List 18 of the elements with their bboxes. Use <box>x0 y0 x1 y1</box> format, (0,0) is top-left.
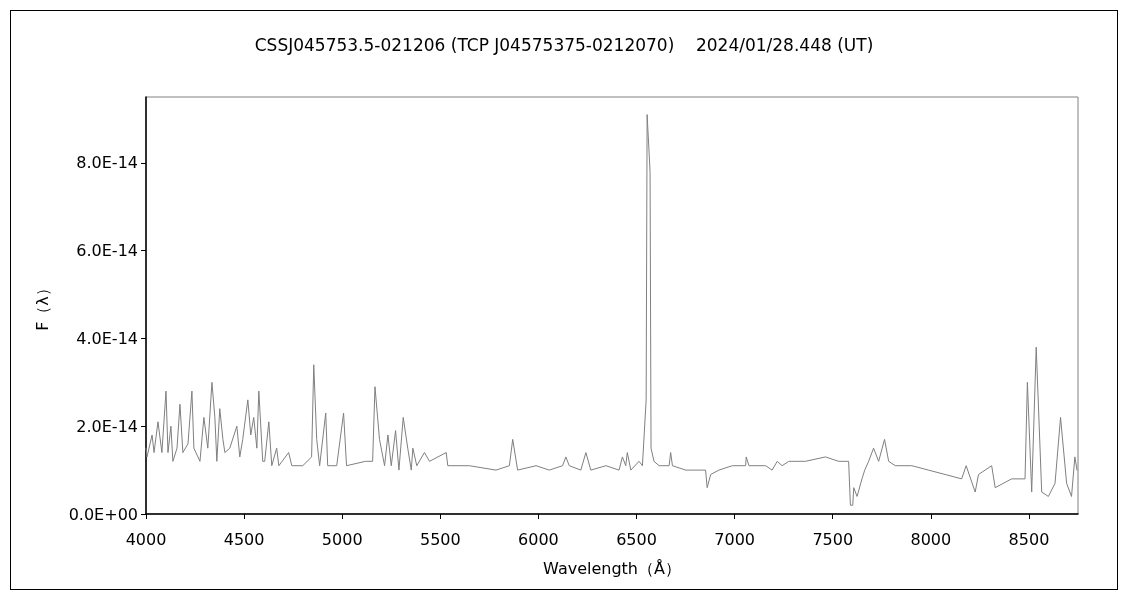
x-tick-label: 4000 <box>125 529 167 549</box>
x-tick-label: 4500 <box>223 529 265 549</box>
y-tick-label: 2.0E-14 <box>76 416 138 436</box>
y-tick-label: 6.0E-14 <box>76 241 138 261</box>
x-tick-label: 7500 <box>812 529 854 549</box>
x-tick-label: 5500 <box>419 529 461 549</box>
y-tick-label: 8.0E-14 <box>76 153 138 173</box>
x-tick-label: 8000 <box>910 529 952 549</box>
x-tick-label: 8500 <box>1008 529 1050 549</box>
y-axis-title: F（λ） <box>32 280 52 331</box>
y-tick-label: 0.0E+00 <box>68 504 138 524</box>
chart-title: CSSJ045753.5-021206 (TCP J04575375-0212070) 2024/01/28.448 (UT) <box>254 34 874 55</box>
x-tick-label: 5000 <box>321 529 363 549</box>
y-tick-label: 4.0E-14 <box>76 328 138 348</box>
x-tick-label: 7000 <box>714 529 755 549</box>
x-tick-label: 6500 <box>616 529 657 549</box>
x-axis-title: Wavelength（Å） <box>543 558 681 578</box>
x-tick-label: 6000 <box>518 529 559 549</box>
